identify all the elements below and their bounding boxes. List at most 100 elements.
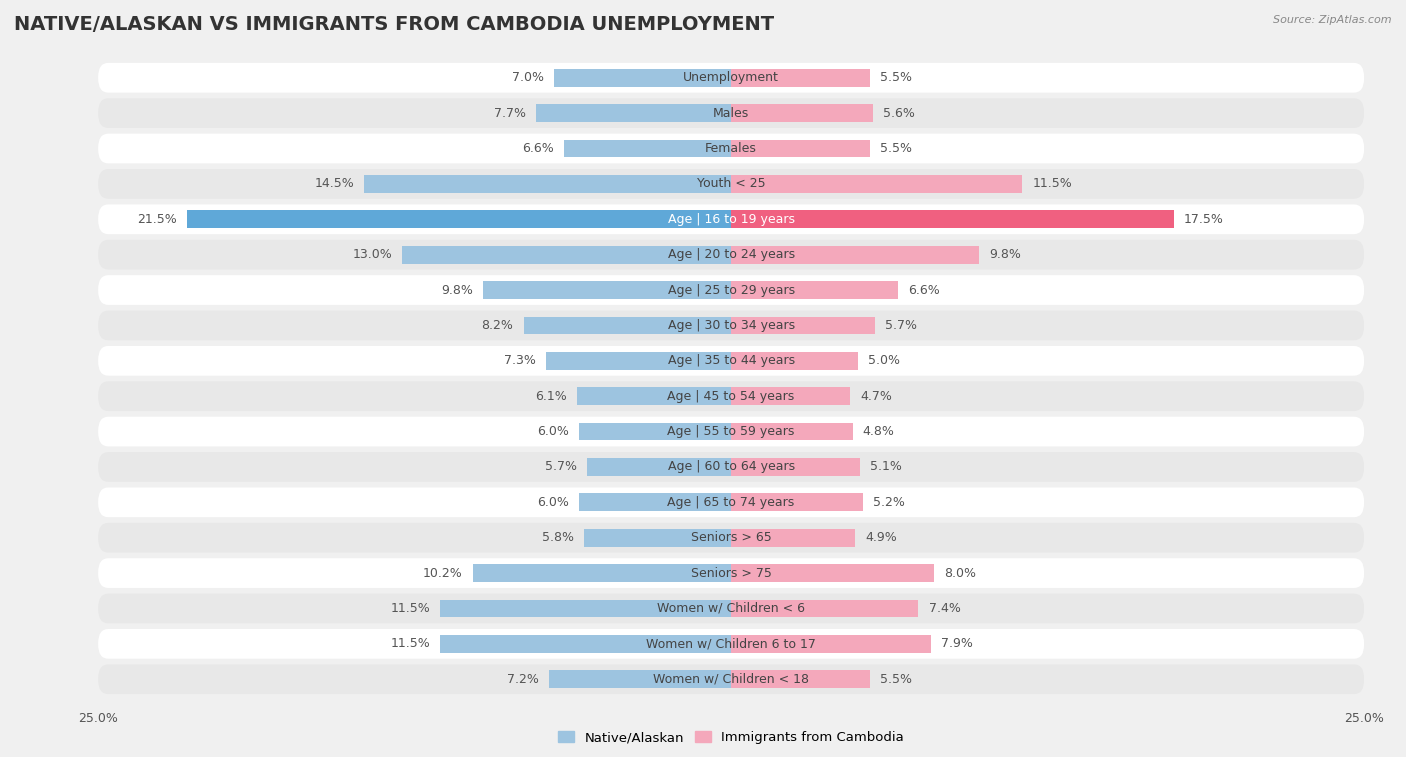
- Text: 11.5%: 11.5%: [391, 602, 430, 615]
- Bar: [731, 69, 870, 86]
- Text: 5.5%: 5.5%: [880, 71, 912, 84]
- Bar: [731, 210, 1174, 228]
- Bar: [440, 600, 731, 617]
- Text: 9.8%: 9.8%: [990, 248, 1021, 261]
- Text: 7.0%: 7.0%: [512, 71, 544, 84]
- Text: Youth < 25: Youth < 25: [697, 177, 765, 191]
- Bar: [187, 210, 731, 228]
- Bar: [731, 458, 860, 476]
- FancyBboxPatch shape: [98, 276, 1364, 305]
- FancyBboxPatch shape: [98, 310, 1364, 341]
- Text: 10.2%: 10.2%: [423, 566, 463, 580]
- FancyBboxPatch shape: [98, 134, 1364, 164]
- Text: 13.0%: 13.0%: [353, 248, 392, 261]
- FancyBboxPatch shape: [98, 240, 1364, 269]
- Text: Women w/ Children < 6: Women w/ Children < 6: [657, 602, 806, 615]
- Bar: [484, 281, 731, 299]
- Bar: [731, 352, 858, 369]
- Bar: [731, 316, 876, 335]
- Bar: [579, 494, 731, 511]
- Bar: [731, 422, 852, 441]
- Bar: [731, 281, 898, 299]
- Text: 5.5%: 5.5%: [880, 673, 912, 686]
- Text: 6.0%: 6.0%: [537, 496, 569, 509]
- Bar: [472, 564, 731, 582]
- Text: Unemployment: Unemployment: [683, 71, 779, 84]
- Text: 11.5%: 11.5%: [391, 637, 430, 650]
- Bar: [523, 316, 731, 335]
- Text: Age | 45 to 54 years: Age | 45 to 54 years: [668, 390, 794, 403]
- Text: 4.7%: 4.7%: [860, 390, 891, 403]
- Text: 17.5%: 17.5%: [1184, 213, 1225, 226]
- Text: 7.9%: 7.9%: [941, 637, 973, 650]
- Text: 5.2%: 5.2%: [873, 496, 904, 509]
- Bar: [547, 352, 731, 369]
- Text: NATIVE/ALASKAN VS IMMIGRANTS FROM CAMBODIA UNEMPLOYMENT: NATIVE/ALASKAN VS IMMIGRANTS FROM CAMBOD…: [14, 15, 775, 34]
- Bar: [585, 529, 731, 547]
- Text: Males: Males: [713, 107, 749, 120]
- Bar: [731, 104, 873, 122]
- Bar: [554, 69, 731, 86]
- Text: 6.1%: 6.1%: [534, 390, 567, 403]
- Bar: [576, 388, 731, 405]
- Text: 5.5%: 5.5%: [880, 142, 912, 155]
- Bar: [731, 671, 870, 688]
- Bar: [731, 635, 931, 653]
- Text: Source: ZipAtlas.com: Source: ZipAtlas.com: [1274, 15, 1392, 25]
- FancyBboxPatch shape: [98, 452, 1364, 481]
- Text: 5.7%: 5.7%: [544, 460, 576, 473]
- Text: Age | 35 to 44 years: Age | 35 to 44 years: [668, 354, 794, 367]
- Text: Females: Females: [706, 142, 756, 155]
- Text: 5.8%: 5.8%: [543, 531, 574, 544]
- FancyBboxPatch shape: [98, 382, 1364, 411]
- Text: Age | 30 to 34 years: Age | 30 to 34 years: [668, 319, 794, 332]
- FancyBboxPatch shape: [98, 629, 1364, 659]
- Bar: [731, 529, 855, 547]
- Text: Seniors > 65: Seniors > 65: [690, 531, 772, 544]
- Text: 7.3%: 7.3%: [505, 354, 536, 367]
- Bar: [731, 600, 918, 617]
- Text: 9.8%: 9.8%: [441, 284, 472, 297]
- Text: 11.5%: 11.5%: [1032, 177, 1071, 191]
- Bar: [579, 422, 731, 441]
- FancyBboxPatch shape: [98, 488, 1364, 517]
- Text: 5.7%: 5.7%: [886, 319, 918, 332]
- Text: 6.6%: 6.6%: [522, 142, 554, 155]
- Text: Women w/ Children 6 to 17: Women w/ Children 6 to 17: [647, 637, 815, 650]
- Bar: [731, 564, 934, 582]
- FancyBboxPatch shape: [98, 665, 1364, 694]
- Text: 7.2%: 7.2%: [508, 673, 538, 686]
- Text: 8.2%: 8.2%: [482, 319, 513, 332]
- Text: 7.7%: 7.7%: [494, 107, 526, 120]
- Legend: Native/Alaskan, Immigrants from Cambodia: Native/Alaskan, Immigrants from Cambodia: [553, 726, 910, 749]
- Text: 14.5%: 14.5%: [315, 177, 354, 191]
- Text: 4.9%: 4.9%: [865, 531, 897, 544]
- Bar: [548, 671, 731, 688]
- Text: 7.4%: 7.4%: [928, 602, 960, 615]
- Text: Women w/ Children < 18: Women w/ Children < 18: [654, 673, 808, 686]
- Text: 5.1%: 5.1%: [870, 460, 903, 473]
- Bar: [731, 175, 1022, 193]
- Text: 6.6%: 6.6%: [908, 284, 941, 297]
- Bar: [364, 175, 731, 193]
- FancyBboxPatch shape: [98, 558, 1364, 588]
- Bar: [586, 458, 731, 476]
- Bar: [402, 246, 731, 263]
- FancyBboxPatch shape: [98, 204, 1364, 234]
- Text: 4.8%: 4.8%: [863, 425, 894, 438]
- Text: 5.6%: 5.6%: [883, 107, 915, 120]
- Text: Seniors > 75: Seniors > 75: [690, 566, 772, 580]
- Text: Age | 16 to 19 years: Age | 16 to 19 years: [668, 213, 794, 226]
- Text: Age | 25 to 29 years: Age | 25 to 29 years: [668, 284, 794, 297]
- FancyBboxPatch shape: [98, 523, 1364, 553]
- Bar: [440, 635, 731, 653]
- Text: Age | 65 to 74 years: Age | 65 to 74 years: [668, 496, 794, 509]
- Bar: [731, 140, 870, 157]
- Text: 21.5%: 21.5%: [138, 213, 177, 226]
- Text: Age | 20 to 24 years: Age | 20 to 24 years: [668, 248, 794, 261]
- Bar: [731, 494, 863, 511]
- Bar: [564, 140, 731, 157]
- Bar: [731, 388, 851, 405]
- FancyBboxPatch shape: [98, 593, 1364, 623]
- FancyBboxPatch shape: [98, 169, 1364, 199]
